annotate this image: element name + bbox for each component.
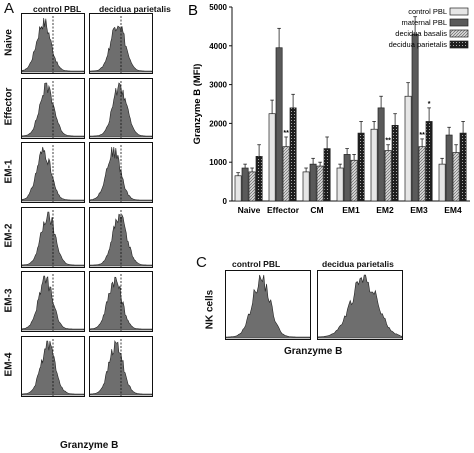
bar-EM3-2 — [418, 146, 426, 202]
legend-swatch-1 — [449, 18, 469, 27]
x-tick-label-6: EM4 — [444, 205, 462, 215]
panel-a-xlabel: Granzyme B — [60, 440, 119, 451]
panel-a-hist-r3-c0 — [22, 209, 84, 267]
y-tick-label-5: 5000 — [209, 3, 227, 12]
panel-a-hist-r3-c1 — [90, 209, 152, 267]
panel-c-hist-1-area — [318, 274, 402, 339]
panel-a-histogram-r1-c0 — [21, 77, 85, 139]
panel-a-histogram-r5-c0 — [21, 335, 85, 397]
panel-a-letter: A — [4, 0, 15, 17]
significance-mark-3: * — [428, 101, 431, 108]
panel-a-hist-r0-c0-area — [22, 17, 84, 73]
significance-mark-2: ** — [419, 132, 425, 139]
x-tick-label-0: Naive — [238, 205, 261, 215]
x-tick-label-5: EM3 — [410, 205, 428, 215]
y-axis-label: Granzyme B (MFI) — [192, 64, 203, 145]
panel-a-hist-r2-c0-area — [22, 146, 84, 202]
bar-CM-0 — [302, 171, 310, 202]
panel-a-hist-r5-c0 — [22, 338, 84, 396]
panel-c-hist-0-area — [226, 274, 310, 339]
panel-c-col1-header: control PBL — [232, 259, 281, 269]
significance-mark-0: ** — [283, 130, 289, 137]
bar-EM3-3 — [425, 121, 433, 202]
panel-a-histogram-r0-c0 — [21, 13, 85, 74]
panel-c-letter: C — [196, 254, 207, 271]
legend-label-1: maternal PBL — [402, 18, 447, 27]
significance-mark-1: ** — [385, 138, 391, 145]
panel-a-hist-r2-c0 — [22, 145, 84, 202]
y-tick-label-4: 4000 — [209, 42, 227, 51]
panel-c-xlabel: Granzyme B — [284, 346, 343, 357]
panel-a-hist-r1-c1 — [90, 80, 152, 138]
panel-a-histogram-r3-c1 — [89, 206, 153, 268]
bar-Effector-1 — [275, 47, 283, 202]
panel-c-hist-0 — [226, 274, 310, 339]
panel-a-histogram-r4-c0 — [21, 271, 85, 332]
bar-EM2-0 — [370, 128, 378, 202]
bar-CM-3 — [323, 148, 331, 202]
bar-EM1-2 — [350, 159, 358, 202]
bar-EM4-2 — [452, 152, 460, 202]
bar-EM4-3 — [459, 132, 467, 202]
bar-EM4-1 — [445, 134, 453, 202]
panel-c-histogram-1 — [317, 270, 403, 340]
panel-a-histogram-r5-c1 — [89, 335, 153, 397]
bar-Naive-2 — [248, 171, 256, 202]
legend-swatch-3 — [449, 40, 469, 49]
panel-a-histogram-r4-c1 — [89, 271, 153, 332]
panel-c-col2-header: decidua parietalis — [322, 259, 394, 269]
bar-EM2-2 — [384, 150, 392, 202]
panel-c-histogram-0 — [225, 270, 311, 340]
panel-a-hist-r5-c1 — [90, 338, 152, 396]
panel-a-histogram-r1-c1 — [89, 77, 153, 139]
legend-swatch-2 — [449, 29, 469, 38]
panel-c-hist-1 — [318, 274, 402, 339]
legend-label-3: decidua parietalis — [389, 40, 448, 49]
bar-EM4-0 — [438, 163, 446, 202]
panel-c-ylabel: NK cells — [204, 289, 216, 330]
x-tick-label-1: Effector — [267, 205, 300, 215]
bar-EM2-1 — [377, 107, 385, 202]
bar-EM2-3 — [391, 124, 399, 202]
bar-EM3-0 — [404, 95, 412, 202]
panel-a-histogram-r2-c1 — [89, 142, 153, 203]
panel-a-hist-r4-c1 — [90, 274, 152, 331]
y-tick-label-0: 0 — [223, 197, 228, 206]
bar-Effector-3 — [289, 107, 297, 202]
panel-a-histogram-r2-c0 — [21, 142, 85, 203]
bar-EM3-1 — [411, 33, 419, 202]
legend-label-0: control PBL — [408, 7, 447, 16]
y-tick-label-2: 2000 — [209, 119, 227, 128]
bar-CM-1 — [309, 163, 317, 202]
panel-a-hist-r0-c0 — [22, 16, 84, 73]
bar-Naive-3 — [255, 156, 263, 202]
bar-EM1-3 — [357, 132, 365, 202]
panel-a-col1-header: control PBL — [33, 4, 82, 14]
panel-a-hist-r4-c0 — [22, 274, 84, 331]
x-tick-label-4: EM2 — [376, 205, 394, 215]
panel-a-hist-r2-c1 — [90, 145, 152, 202]
panel-b-letter: B — [188, 2, 198, 19]
bar-EM1-1 — [343, 154, 351, 202]
y-tick-label-3: 3000 — [209, 81, 227, 90]
panel-a-hist-r1-c0 — [22, 80, 84, 138]
x-tick-label-2: CM — [310, 205, 323, 215]
panel-a-col2-header: decidua parietalis — [99, 4, 171, 14]
bar-Naive-1 — [241, 167, 249, 202]
panel-a-histogram-r0-c1 — [89, 13, 153, 74]
bar-EM1-0 — [336, 167, 344, 202]
panel-a-hist-r3-c1-area — [90, 213, 152, 266]
bar-Naive-0 — [234, 175, 242, 202]
panel-a-hist-r0-c1 — [90, 16, 152, 73]
bar-CM-2 — [316, 165, 324, 202]
y-tick-label-1: 1000 — [209, 158, 227, 167]
panel-a-histogram-r3-c0 — [21, 206, 85, 268]
bar-Effector-0 — [268, 113, 276, 202]
legend-swatch-0 — [449, 7, 469, 16]
legend-label-2: decidua basalis — [395, 29, 447, 38]
bar-Effector-2 — [282, 146, 290, 202]
x-tick-label-3: EM1 — [342, 205, 360, 215]
